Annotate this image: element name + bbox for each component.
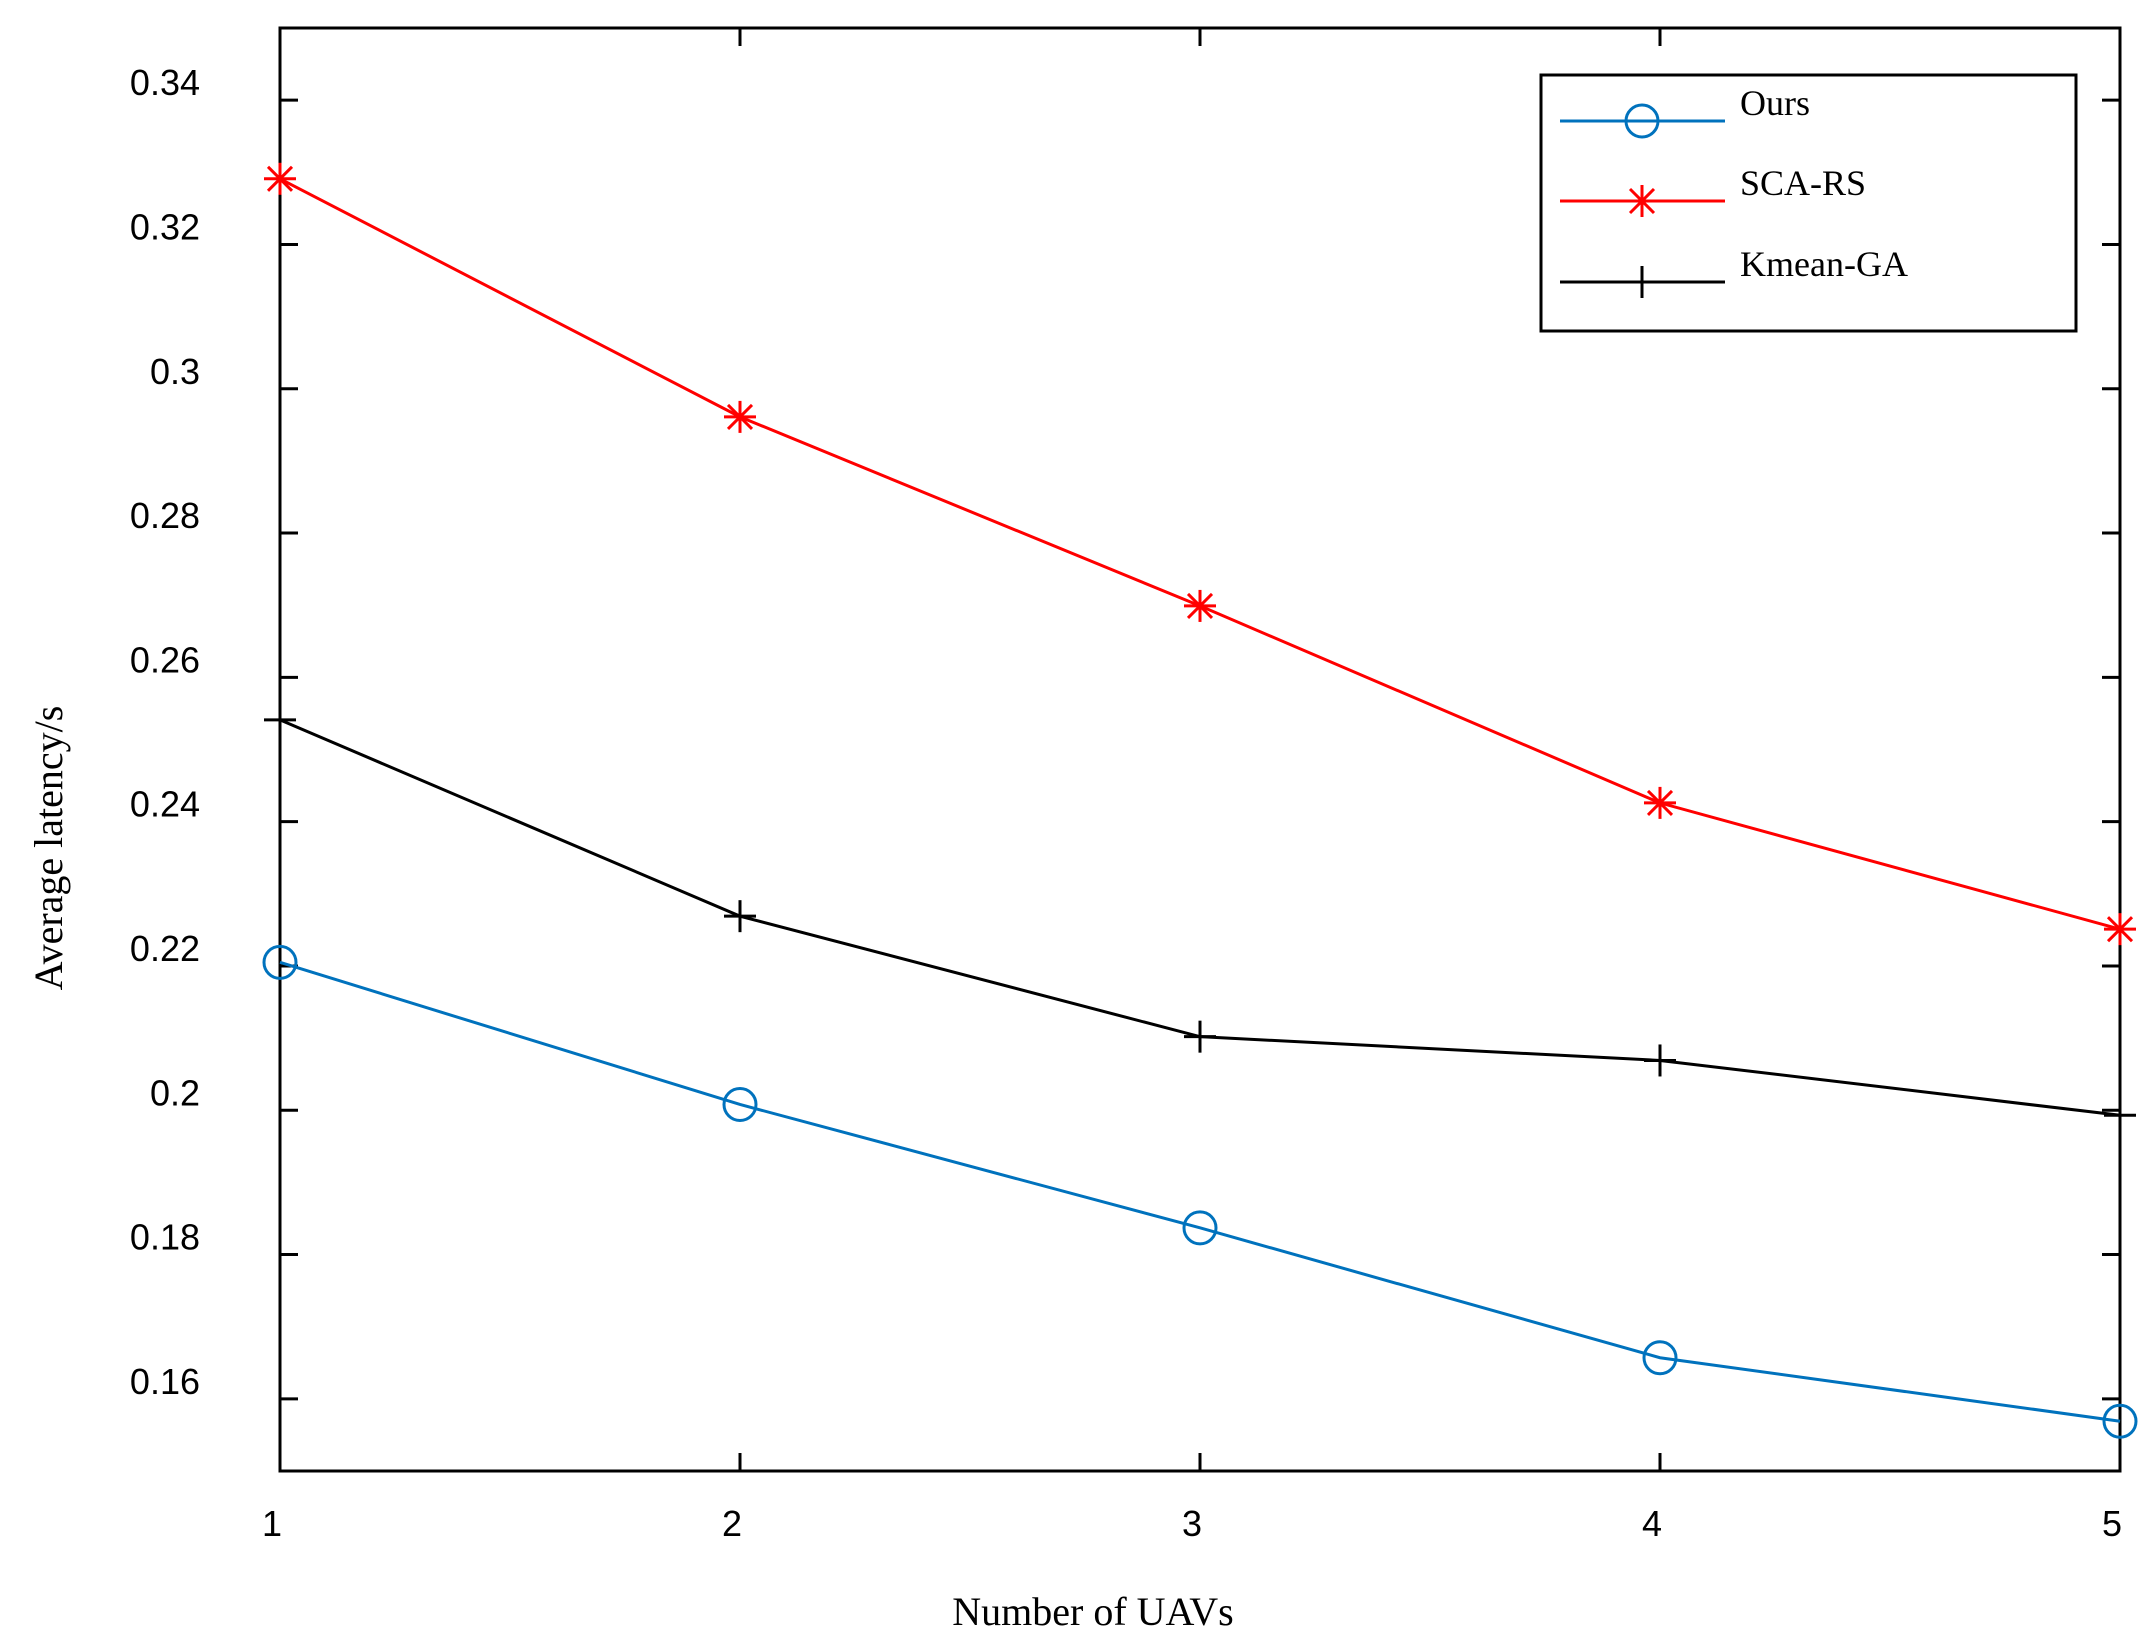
legend-entries: Ours SCA-RS Kmean-GA: [1560, 83, 1908, 298]
data-point-kmean-ga: [264, 703, 296, 736]
y-tick-label: 0.22: [130, 928, 200, 969]
y-tick-label: 0.16: [130, 1361, 200, 1402]
data-point-ours: [1182, 1210, 1218, 1246]
legend-label: Ours: [1740, 83, 1810, 123]
x-axis-title: Number of UAVs: [952, 1589, 1233, 1634]
series-line-ours: [279, 960, 2121, 1423]
series-layer: [262, 162, 2138, 1439]
x-tick-label: 2: [722, 1503, 742, 1544]
series-sca-rs: [264, 162, 2136, 946]
series-kmean-ga: [264, 703, 2136, 1132]
legend-label: SCA-RS: [1740, 163, 1866, 203]
x-tick-label: 3: [1182, 1503, 1202, 1544]
data-point-kmean-ga: [2104, 1099, 2136, 1132]
y-tick-label: 0.26: [130, 639, 200, 680]
legend-item-ours: Ours: [1560, 83, 1810, 139]
marker-stroke: [1646, 789, 1674, 816]
series-ours: [262, 944, 2138, 1439]
x-tick-label: 4: [1642, 1503, 1662, 1544]
x-tick-label: 1: [262, 1503, 282, 1544]
y-tick-label: 0.2: [150, 1072, 200, 1113]
legend-marker: [1626, 266, 1658, 298]
y-tick-label: 0.24: [130, 784, 200, 825]
data-point-sca-rs: [264, 162, 296, 195]
y-axis-title: Average latency/s: [26, 706, 71, 991]
data-point-ours: [2102, 1403, 2138, 1439]
y-tick-label: 0.3: [150, 351, 200, 392]
legend-label: Kmean-GA: [1740, 244, 1908, 284]
y-tick-label: 0.28: [130, 495, 200, 536]
data-point-sca-rs: [1644, 786, 1676, 819]
legend-item-sca-rs: SCA-RS: [1560, 163, 1866, 217]
legend-box: [1539, 73, 2078, 333]
x-tick-label: 5: [2102, 1503, 2122, 1544]
marker-stroke: [1628, 187, 1656, 215]
legend-item-kmean-ga: Kmean-GA: [1560, 244, 1908, 298]
data-point-ours: [722, 1086, 758, 1122]
legend-marker: [1626, 185, 1658, 217]
marker-stroke: [266, 165, 294, 192]
marker-stroke: [2106, 916, 2134, 943]
data-point-sca-rs: [724, 400, 756, 433]
marker-stroke: [726, 403, 754, 430]
data-point-sca-rs: [1184, 589, 1216, 622]
axis-ticks: 1 2 3 4 5 0.16 0.18 0.2 0.22 0.24 0.26 0.28 0.3 0.32 0…: [130, 28, 2122, 1544]
data-point-kmean-ga: [1184, 1020, 1216, 1053]
legend: Ours SCA-RS Kmean-GA: [1539, 73, 2078, 333]
data-point-kmean-ga: [1644, 1044, 1676, 1077]
data-point-ours: [1642, 1340, 1678, 1376]
marker-stroke: [1186, 592, 1214, 619]
y-tick-label: 0.32: [130, 206, 200, 247]
data-point-sca-rs: [2104, 913, 2136, 946]
data-point-kmean-ga: [724, 900, 756, 933]
data-point-ours: [262, 944, 298, 980]
legend-marker: [1624, 103, 1660, 139]
y-tick-label: 0.18: [130, 1217, 200, 1258]
y-tick-label: 0.34: [130, 62, 200, 103]
